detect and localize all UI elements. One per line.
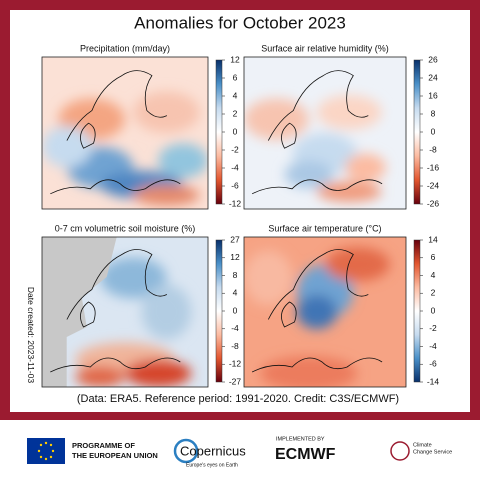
colorbar-tick-label: -8 xyxy=(429,144,437,154)
anomaly-blob xyxy=(296,294,338,330)
colorbar xyxy=(413,239,421,383)
anomaly-field xyxy=(75,257,192,387)
colorbar-tick-label: -6 xyxy=(231,180,239,190)
anomaly-blob xyxy=(100,257,167,299)
colorbar-tick-label: 2 xyxy=(431,288,436,298)
eu-stars xyxy=(37,441,55,461)
credit: (Data: ERA5. Reference period: 1991-2020… xyxy=(77,393,399,405)
colorbar-tick-label: 8 xyxy=(431,108,436,118)
anomaly-blob xyxy=(244,98,309,140)
copernicus-tagline: Europe's eyes on Earth xyxy=(186,462,238,468)
colorbar-tick-label: 8 xyxy=(233,270,238,280)
title: Anomalies for October 2023 xyxy=(134,13,346,32)
anomaly-blob xyxy=(42,126,92,168)
colorbar-tick-label: -6 xyxy=(429,359,437,369)
colorbar-tick-label: 4 xyxy=(431,270,436,280)
eu-text: PROGRAMME OF xyxy=(72,441,135,450)
map xyxy=(244,237,406,387)
colorbar-tick-label: -2 xyxy=(231,144,239,154)
colorbar-tick-label: 6 xyxy=(233,72,238,82)
anomaly-field xyxy=(42,91,208,206)
colorbar-tick-label: -24 xyxy=(427,180,440,190)
colorbar-tick-label: 2 xyxy=(233,108,238,118)
anomaly-blob xyxy=(133,91,200,133)
colorbar-tick-label: -4 xyxy=(429,341,437,351)
date-created: Date created: 2023-11-03 xyxy=(26,287,36,384)
colorbar-tick-label: -12 xyxy=(229,198,242,208)
anomaly-blob xyxy=(141,284,192,340)
colorbar-tick-label: 27 xyxy=(230,234,240,244)
eu-text: THE EUROPEAN UNION xyxy=(72,451,158,460)
coastline xyxy=(50,70,181,195)
anomaly-field xyxy=(244,247,390,387)
map xyxy=(244,57,406,209)
map-border xyxy=(243,56,407,210)
colorbar-tick-label: 4 xyxy=(233,288,238,298)
ocean-mask xyxy=(42,237,117,387)
colorbar-tick-label: 16 xyxy=(428,90,438,100)
colorbar-tick-label: 6 xyxy=(431,252,436,262)
anomaly-field xyxy=(244,95,386,203)
anomaly-blob xyxy=(244,250,293,306)
coastline xyxy=(50,249,181,373)
panel-title: Precipitation (mm/day) xyxy=(80,43,170,53)
map xyxy=(42,237,208,387)
implemented-by: IMPLEMENTED BY xyxy=(276,436,325,442)
colorbar-tick-label: -14 xyxy=(427,376,440,386)
map-border xyxy=(41,56,209,210)
anomaly-blob xyxy=(125,359,192,387)
coastline xyxy=(251,249,383,373)
colorbar-tick-label: 12 xyxy=(230,54,240,64)
anomaly-blob xyxy=(260,356,358,387)
colorbar-tick-label: -8 xyxy=(231,341,239,351)
map-border xyxy=(41,236,209,388)
colorbar-tick-label: 4 xyxy=(233,90,238,100)
panel-title: 0-7 cm volumetric soil moisture (%) xyxy=(55,223,196,233)
colorbar-tick-label: -16 xyxy=(427,162,440,172)
anomaly-blob xyxy=(284,160,334,189)
colorbar-tick-label: -12 xyxy=(229,359,242,369)
copernicus: Copernicus xyxy=(180,443,246,458)
c3s-text: Change Service xyxy=(413,449,452,455)
colorbar-tick-label: 0 xyxy=(233,126,238,136)
colorbar-tick-label: -26 xyxy=(427,198,440,208)
colorbar-tick-label: 12 xyxy=(230,252,240,262)
map-border xyxy=(243,236,407,388)
anomaly-blob xyxy=(325,247,390,282)
c3s-text: Climate xyxy=(413,442,432,448)
colorbar-tick-label: -2 xyxy=(429,323,437,333)
colorbar-tick-label: 0 xyxy=(431,126,436,136)
c3s-ring xyxy=(390,441,410,461)
anomaly-blob xyxy=(345,153,386,182)
colorbar xyxy=(215,239,223,383)
colorbar xyxy=(413,59,421,205)
colorbar-tick-label: 0 xyxy=(431,305,436,315)
anomaly-blob xyxy=(316,95,382,130)
panel-title: Surface air temperature (°C) xyxy=(268,223,381,233)
anomaly-blob xyxy=(316,181,382,203)
colorbar-tick-label: -4 xyxy=(231,162,239,172)
colorbar-tick-label: -4 xyxy=(231,323,239,333)
colorbar-tick-label: 24 xyxy=(428,72,438,82)
colorbar-tick-label: 0 xyxy=(233,305,238,315)
anomaly-blob xyxy=(133,184,200,206)
anomaly-blob xyxy=(75,366,125,387)
coastline xyxy=(251,70,383,195)
colorbar-tick-label: 14 xyxy=(428,234,438,244)
anomaly-blob xyxy=(158,143,208,178)
map xyxy=(42,57,208,209)
copernicus-ring xyxy=(173,438,199,464)
ecmwf: ECMWF xyxy=(275,446,336,463)
footer-bg xyxy=(0,420,480,480)
panel-title: Surface air relative humidity (%) xyxy=(261,43,389,53)
colorbar xyxy=(215,59,223,205)
colorbar-tick-label: 26 xyxy=(428,54,438,64)
colorbar-tick-label: -27 xyxy=(229,376,242,386)
